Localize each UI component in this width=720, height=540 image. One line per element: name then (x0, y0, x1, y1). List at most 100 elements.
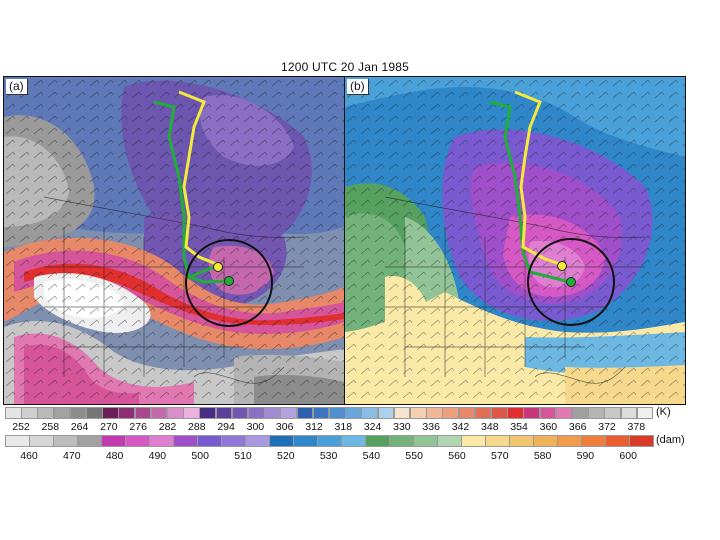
colorbar-tick-label: 360 (539, 421, 558, 433)
colorbar-swatch (118, 407, 136, 419)
colorbar-tick-label: 312 (305, 421, 323, 433)
colorbar-tick-label: 372 (598, 421, 616, 433)
colorbar-tick-label: 540 (362, 450, 381, 462)
panel-b-map: (b) (344, 76, 686, 405)
colorbar-swatch (37, 407, 55, 419)
colorbar-swatch (533, 435, 558, 447)
colorbar-swatch (215, 407, 233, 419)
colorbar-tick-label: 264 (70, 421, 89, 433)
colorbar-swatch (280, 407, 298, 419)
colorbar-swatch (557, 435, 582, 447)
colorbar-tick-label: 306 (275, 421, 294, 433)
colorbar-swatch (426, 407, 443, 419)
yellow-track-a (178, 90, 220, 267)
colorbar-tick-label: 258 (41, 421, 60, 433)
colorbar-swatch (77, 435, 102, 447)
colorbar-swatch (491, 407, 508, 419)
green-point-a (224, 276, 234, 286)
colorbar-tick-label: 510 (234, 450, 252, 462)
colorbar-swatch (53, 435, 78, 447)
colorbar-swatch (507, 407, 524, 419)
colorbar-swatch (293, 435, 318, 447)
green-track-b (489, 100, 571, 284)
colorbar-swatch (581, 435, 606, 447)
figure-title: 1200 UTC 20 Jan 1985 (280, 60, 410, 74)
colorbar-tick-label: 252 (12, 421, 30, 433)
yellow-point-a (213, 262, 223, 272)
colorbar-swatch (221, 435, 246, 447)
colorbar-swatch (555, 407, 573, 419)
colorbar-swatch (620, 407, 638, 419)
colorbar-tick-label: 480 (105, 450, 124, 462)
colorbar-tick-label: 270 (100, 421, 118, 433)
colorbar-swatch (53, 407, 71, 419)
colorbar-tick-label: 354 (510, 421, 528, 433)
colorbar-swatch (317, 435, 342, 447)
colorbar-tick-label: 276 (129, 421, 147, 433)
colorbar-swatch (101, 435, 126, 447)
colorbar-tick-label: 560 (448, 450, 466, 462)
colorbar-tick-label: 460 (20, 450, 38, 462)
colorbar-swatch (150, 407, 168, 419)
colorbar-tick-label: 282 (158, 421, 177, 433)
colorbar-swatch (199, 407, 217, 419)
colorbar-tick-label: 470 (63, 450, 81, 462)
panel-a-label: (a) (6, 79, 28, 95)
colorbar-tick-label: 318 (334, 421, 353, 433)
colorbar-tick-label: 288 (188, 421, 206, 433)
colorbar-swatch (86, 407, 103, 419)
colorbar-height (5, 435, 654, 447)
colorbar-theta-unit: (K) (656, 406, 671, 418)
colorbar-swatch (604, 407, 622, 419)
colorbar-swatch (605, 435, 630, 447)
colorbar-tick-label: 580 (533, 450, 552, 462)
colorbar-swatch (345, 407, 362, 419)
colorbar-swatch (21, 407, 38, 419)
colorbar-swatch (125, 435, 150, 447)
colorbar-swatch (248, 407, 265, 419)
panel-b-field (345, 77, 685, 404)
colorbar-tick-label: 520 (277, 450, 295, 462)
colorbar-swatch (485, 435, 510, 447)
colorbar-swatch (393, 407, 411, 419)
colorbar-swatch (231, 407, 249, 419)
colorbar-swatch (437, 435, 462, 447)
colorbar-tick-label: 336 (422, 421, 440, 433)
colorbar-swatch (474, 407, 492, 419)
colorbar-tick-label: 600 (619, 450, 637, 462)
colorbar-tick-label: 300 (246, 421, 265, 433)
colorbar-swatch (523, 407, 541, 419)
colorbar-swatch (29, 435, 54, 447)
colorbar-swatch (636, 407, 654, 419)
colorbar-swatch (461, 435, 486, 447)
colorbar-tick-label: 342 (451, 421, 470, 433)
colorbar-swatch (442, 407, 460, 419)
colorbar-swatch (5, 435, 30, 447)
colorbar-tick-label: 294 (217, 421, 235, 433)
colorbar-tick-label: 330 (393, 421, 411, 433)
colorbar-swatch (389, 435, 414, 447)
colorbar-tick-label: 500 (191, 450, 209, 462)
colorbar-theta (5, 407, 654, 419)
colorbar-swatch (296, 407, 314, 419)
green-track-a (153, 100, 215, 280)
yellow-point-b (557, 261, 567, 271)
panel-a-map: (a) (3, 76, 345, 405)
colorbar-swatch (197, 435, 222, 447)
focus-circle-b (527, 238, 615, 326)
colorbar-swatch (629, 435, 654, 447)
colorbar-swatch (134, 407, 152, 419)
colorbar-swatch (365, 435, 390, 447)
colorbar-tick-label: 324 (363, 421, 382, 433)
colorbar-swatch (245, 435, 270, 447)
colorbar-swatch (312, 407, 330, 419)
colorbar-swatch (269, 435, 294, 447)
colorbar-swatch (361, 407, 379, 419)
colorbar-tick-label: 378 (627, 421, 646, 433)
colorbar-swatch (588, 407, 605, 419)
colorbar-height-unit: (dam) (656, 434, 685, 446)
colorbar-swatch (458, 407, 476, 419)
colorbar-swatch (149, 435, 174, 447)
colorbar-tick-label: 570 (491, 450, 509, 462)
panel-b-label: (b) (347, 79, 369, 95)
